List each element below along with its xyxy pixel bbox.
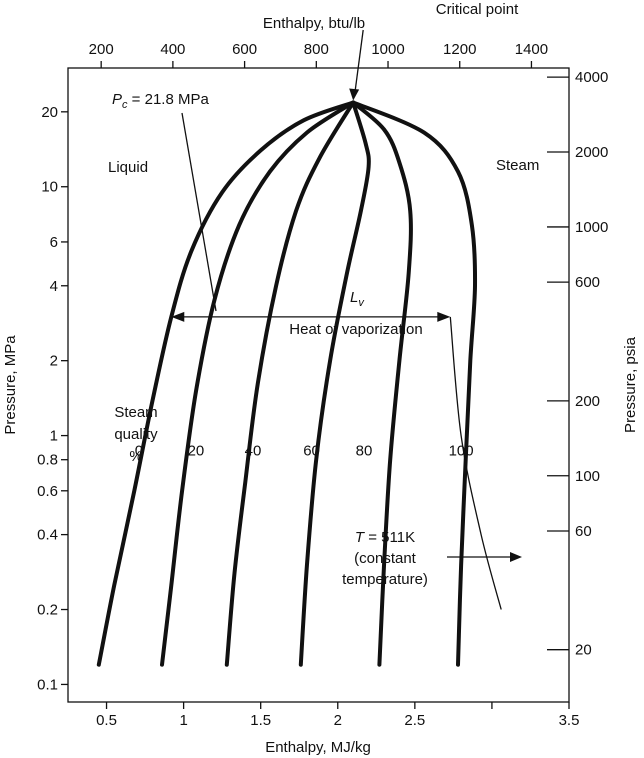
temperature-label-line-2: (constant [354,550,417,567]
steam-quality-line-3: % [129,448,142,465]
y-tick-label: 0.6 [37,483,58,500]
top-axis-title: Enthalpy, btu/lb [263,15,365,32]
quality-label-20: 20 [188,443,205,460]
left-axis-ticks: 0.1 0.2 0.4 0.6 0.8 1 2 4 6 10 20 [37,104,68,693]
quality-curve-labels: 0 20 40 60 80 100 [135,443,474,460]
quality-label-100: 100 [449,443,474,460]
y2-tick-label: 4000 [575,69,608,86]
isotherm-pointer-arrowhead [510,552,522,562]
y-tick-label: 0.8 [37,452,58,469]
y-tick-label: 20 [41,104,58,121]
y2-tick-label: 2000 [575,144,608,161]
y-tick-label: 1 [50,428,58,445]
right-axis-title: Pressure, psia [622,336,639,433]
pc-label: Pc = 21.8 MPa [112,91,209,111]
y-tick-label: 6 [50,234,58,251]
x2-tick-label: 200 [89,41,114,58]
heat-of-vaporization-arrowhead-left [171,311,185,322]
critical-point-arrowhead [349,88,360,101]
x2-tick-label: 400 [160,41,185,58]
quality-curve-80 [351,100,413,667]
x2-tick-label: 800 [304,41,329,58]
y2-tick-label: 100 [575,468,600,485]
x-tick-label: 1 [179,712,187,729]
y-tick-label: 0.1 [37,676,58,693]
y2-tick-label: 60 [575,523,592,540]
temperature-label: T = 511K [355,529,415,546]
x2-tick-label: 1000 [371,41,404,58]
quality-curve-100 [351,100,478,667]
x-tick-label: 1.5 [250,712,271,729]
y-tick-label: 2 [50,353,58,370]
y-tick-label: 10 [41,179,58,196]
pc-leader-line [181,112,217,312]
x-tick-label: 3.5 [559,712,580,729]
y2-tick-label: 200 [575,393,600,410]
quality-curve-40 [224,100,356,667]
x2-tick-label: 1400 [515,41,548,58]
temperature-label-line-3: temperature) [342,571,428,588]
critical-point-label: Critical point [436,1,519,18]
x2-tick-label: 1200 [443,41,476,58]
quality-label-60: 60 [303,443,320,460]
liquid-label: Liquid [108,159,148,176]
x-tick-label: 2.5 [404,712,425,729]
steam-quality-line-2: quality [114,426,158,443]
quality-label-80: 80 [356,443,373,460]
x2-tick-label: 600 [232,41,257,58]
y-tick-label: 0.4 [37,527,58,544]
isotherm-line [449,316,502,610]
bottom-axis-title: Enthalpy, MJ/kg [265,739,371,756]
lv-label: Lv [350,289,365,309]
quality-curves [96,100,478,667]
y-tick-label: 4 [50,278,58,295]
y2-tick-label: 20 [575,642,592,659]
left-axis-title: Pressure, MPa [2,335,19,435]
steam-label: Steam [496,157,539,174]
heat-of-vaporization-arrowhead-right [437,311,451,322]
top-axis-ticks: 200 400 600 800 1000 1200 1400 [89,41,548,68]
x-tick-label: 2 [334,712,342,729]
critical-point-pointer [354,29,364,91]
y2-tick-label: 600 [575,274,600,291]
quality-curve-60 [298,100,371,667]
right-axis-ticks: 20 60 100 200 600 1000 2000 4000 [547,69,608,659]
steam-quality-line-1: Steam [114,404,157,421]
y-tick-label: 0.2 [37,602,58,619]
quality-label-40: 40 [245,443,262,460]
plot-frame [67,67,570,703]
y2-tick-label: 1000 [575,219,608,236]
quality-curve-0 [96,100,356,667]
heat-of-vaporization-label: Heat of vaporization [289,321,422,338]
x-tick-label: 0.5 [96,712,117,729]
bottom-axis-ticks: 0.5 1 1.5 2 2.5 3.5 [96,702,579,729]
quality-label-0: 0 [135,443,143,460]
